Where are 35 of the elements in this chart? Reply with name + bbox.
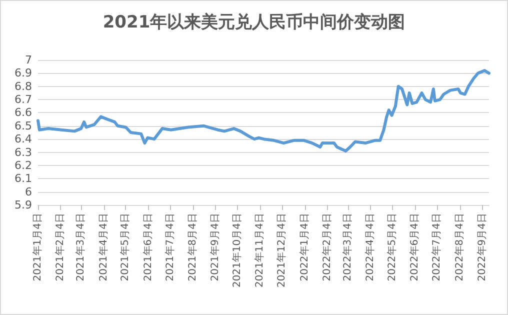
- x-tick-label: 2021年3月4日: [74, 213, 87, 282]
- line-series: [36, 69, 490, 152]
- x-tick-label: 2022年4月4日: [364, 213, 376, 282]
- x-tick-label: 2022年2月4日: [320, 213, 333, 282]
- x-tick-label: 2021年6月4日: [142, 213, 154, 282]
- x-tick-label: 2022年1月4日: [298, 213, 310, 282]
- x-tick-label: 2021年4月4日: [97, 213, 110, 282]
- x-tick-label: 2021年7月4日: [164, 213, 176, 282]
- x-tick-label: 2021年8月4日: [186, 213, 198, 282]
- y-tick-label: 6.4: [14, 132, 32, 146]
- x-tick-label: 2022年9月4日: [476, 213, 488, 282]
- x-tick-label: 2021年2月4日: [54, 213, 66, 282]
- x-tick-label: 2022年3月4日: [341, 213, 354, 282]
- y-tick-label: 6.6: [14, 106, 32, 120]
- chart-title: 2021年以来美元兑人民币中间价变动图: [102, 12, 406, 32]
- x-tick-label: 2021年10月4日: [231, 213, 244, 288]
- x-tick-label: 2021年5月4日: [119, 213, 132, 282]
- y-tick-label: 7: [25, 54, 32, 66]
- x-tick-label: 2022年6月4日: [408, 213, 421, 282]
- y-tick-label: 6.7: [14, 93, 32, 106]
- y-tick-label: 5.9: [14, 198, 32, 212]
- x-tick-label: 2021年11月4日: [254, 213, 266, 288]
- y-tick-label: 6.8: [14, 80, 32, 93]
- y-tick-label: 6.9: [14, 66, 32, 80]
- y-tick-label: 6.2: [14, 158, 32, 172]
- x-tick-label: 2022年7月4日: [430, 213, 443, 282]
- y-tick-label: 6.3: [14, 146, 32, 159]
- x-tick-label: 2021年12月4日: [276, 213, 288, 288]
- x-tick-label: 2021年1月4日: [32, 213, 44, 282]
- y-tick-label: 6: [25, 185, 32, 198]
- x-tick-label: 2022年8月4日: [453, 213, 466, 282]
- y-tick-label: 6.5: [14, 119, 32, 132]
- x-tick-label: 2021年9月4日: [209, 213, 222, 282]
- y-tick-label: 6.1: [14, 172, 32, 186]
- x-tick-label: 2022年5月4日: [386, 213, 398, 282]
